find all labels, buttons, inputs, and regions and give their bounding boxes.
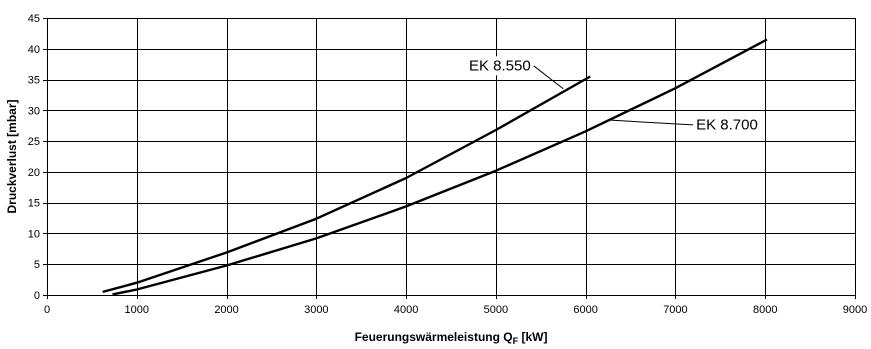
series-label-bg-0 [465,56,534,76]
x-tick-label-1: 1000 [125,304,149,316]
series-leader-1 [610,119,694,126]
series-label-0: EK 8.550 [469,57,531,74]
x-tick-label-9: 9000 [843,304,867,316]
y-tick-label-2: 10 [28,228,40,240]
y-tick-label-6: 30 [28,105,40,117]
x-axis-title-main: Feuerungswärmeleistung Q [355,330,513,344]
x-tick-label-5: 5000 [484,304,508,316]
x-tick-label-2: 2000 [214,304,238,316]
series-line-0 [102,75,591,294]
series [102,38,768,296]
y-tick-label-8: 40 [28,44,40,56]
tick-labels: 0 1000 2000 3000 4000 5000 6000 7000 8000 9000 0 5 1… [28,13,867,316]
series-labels: EK 8.550 EK 8.700 [465,56,761,135]
x-tick-label-3: 3000 [304,304,328,316]
series-label-1: EK 8.700 [696,116,758,133]
y-tick-label-4: 20 [28,167,40,179]
x-tick-label-0: 0 [44,304,50,316]
y-tick-label-7: 35 [28,75,40,87]
series-label-bg-1 [693,115,761,135]
y-axis-title: Druckverlust [mbar] [5,99,19,213]
y-tick-label-0: 0 [34,290,40,302]
x-tick-label-6: 6000 [573,304,597,316]
y-tick-label-5: 25 [28,136,40,148]
series-leader-0 [533,65,564,90]
y-tick-label-3: 15 [28,198,40,210]
y-tick-label-9: 45 [28,13,40,25]
y-tick-label-1: 5 [34,259,40,271]
x-tick-label-8: 8000 [753,304,777,316]
x-tick-label-4: 4000 [394,304,418,316]
grid [43,18,856,299]
series-line-1 [112,38,768,296]
x-axis-title-unit: [kW] [518,330,547,344]
x-axis-title-subscript: F [513,336,519,346]
x-axis-title: Feuerungswärmeleistung QF [kW] [355,330,548,346]
x-tick-label-7: 7000 [663,304,687,316]
